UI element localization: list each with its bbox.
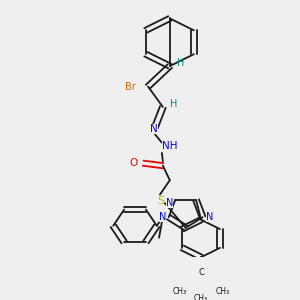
Text: CH₃: CH₃ [194,294,208,300]
Text: O: O [129,158,137,168]
Text: S: S [157,196,164,206]
Text: N: N [150,124,158,134]
Text: CH₃: CH₃ [172,287,186,296]
Text: N: N [159,212,166,222]
Text: N: N [206,212,213,222]
Text: CH₃: CH₃ [216,287,230,296]
Text: H: H [177,58,184,68]
Text: N: N [166,198,173,208]
Text: NH: NH [162,141,178,151]
Text: Br: Br [125,82,136,92]
Text: H: H [170,99,178,110]
Text: C: C [198,268,204,277]
